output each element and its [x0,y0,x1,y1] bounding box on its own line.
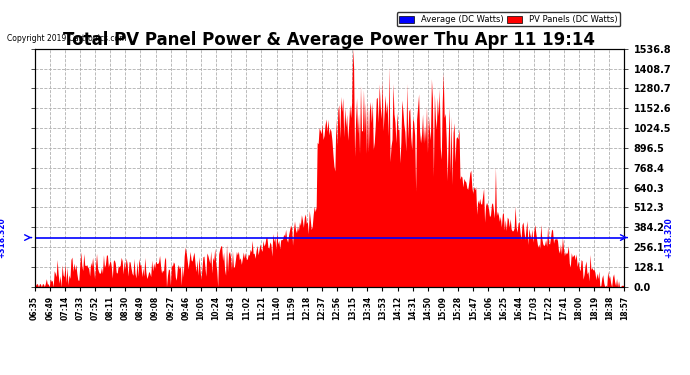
Title: Total PV Panel Power & Average Power Thu Apr 11 19:14: Total PV Panel Power & Average Power Thu… [63,31,595,49]
Text: Copyright 2019 Cartronics.com: Copyright 2019 Cartronics.com [7,34,126,43]
Text: +318.320: +318.320 [664,217,673,258]
Legend: Average (DC Watts), PV Panels (DC Watts): Average (DC Watts), PV Panels (DC Watts) [397,12,620,26]
Text: +318.320: +318.320 [0,217,6,258]
